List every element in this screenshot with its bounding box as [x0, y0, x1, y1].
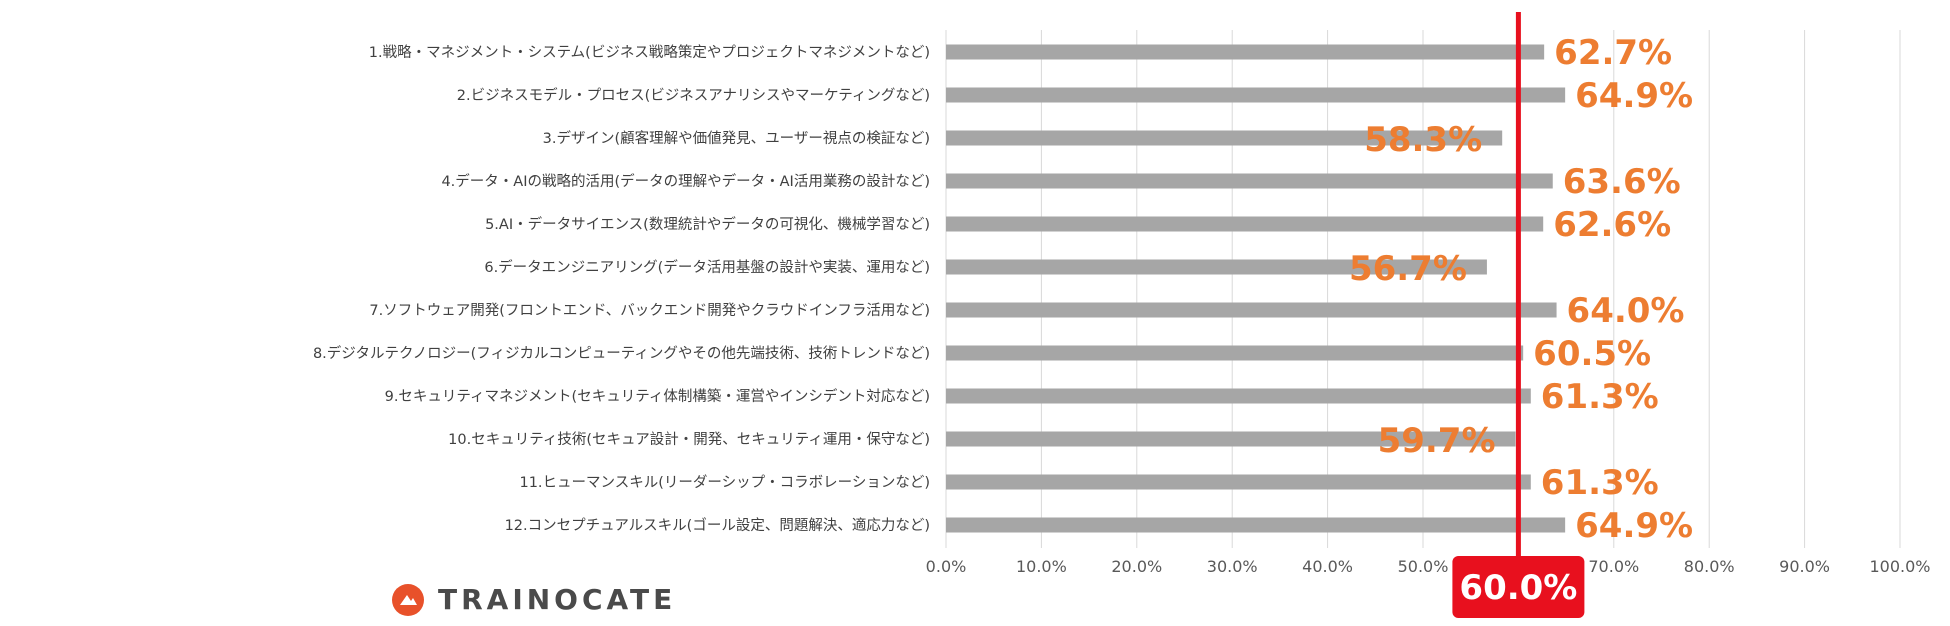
value-label: 62.7% [1554, 33, 1672, 73]
category-label: 4.データ・AIの戦略的活用(データの理解やデータ・AI活用業務の設計など) [441, 172, 930, 190]
category-label: 1.戦略・マネジメント・システム(ビジネス戦略策定やプロジェクトマネジメントなど… [369, 44, 930, 61]
x-tick-label: 30.0% [1207, 557, 1258, 576]
category-label: 11.ヒューマンスキル(リーダーシップ・コラボレーションなど) [519, 474, 930, 491]
bar [946, 345, 1524, 361]
category-label: 2.ビジネスモデル・プロセス(ビジネスアナリシスやマーケティングなど) [457, 86, 930, 104]
value-label: 62.6% [1553, 205, 1671, 245]
value-label: 61.3% [1541, 463, 1659, 503]
x-tick-label: 20.0% [1111, 557, 1162, 576]
logo-mark-icon [392, 583, 424, 616]
bar [946, 431, 1516, 447]
bar [946, 302, 1557, 318]
x-tick-label: 50.0% [1398, 557, 1449, 576]
category-label: 12.コンセプチュアルスキル(ゴール設定、問題解決、適応力など) [505, 516, 930, 534]
value-label: 64.9% [1575, 506, 1693, 546]
bar [946, 388, 1531, 404]
bar [946, 87, 1566, 103]
bar [946, 474, 1531, 490]
category-label: 8.デジタルテクノロジー(フィジカルコンピューティングやその他先端技術、技術トレ… [313, 344, 930, 362]
value-label: 63.6% [1563, 162, 1681, 202]
x-tick-label: 10.0% [1016, 557, 1067, 576]
bar [946, 517, 1566, 533]
logo-text: TRAINOCATE [438, 583, 677, 616]
reference-badge-label: 60.0% [1459, 568, 1577, 608]
value-label: 59.7% [1378, 421, 1496, 461]
reference-badge [1452, 556, 1585, 618]
value-label: 64.0% [1567, 291, 1685, 331]
value-label: 61.3% [1541, 377, 1659, 417]
category-label: 9.セキュリティマネジメント(セキュリティ体制構築・運営やインシデント対応など) [385, 387, 930, 405]
bar [946, 44, 1545, 60]
category-label: 10.セキュリティ技術(セキュア設計・開発、セキュリティ運用・保守など) [448, 431, 930, 448]
trainocate-logo: TRAINOCATE [392, 583, 676, 616]
bar [946, 130, 1503, 146]
category-label: 5.AI・データサイエンス(数理統計やデータの可視化、機械学習など) [485, 215, 930, 233]
bar [946, 173, 1553, 189]
x-tick-label: 0.0% [926, 557, 967, 576]
value-label: 58.3% [1364, 120, 1482, 160]
value-label: 56.7% [1349, 249, 1467, 289]
x-tick-label: 90.0% [1779, 557, 1830, 576]
x-tick-label: 40.0% [1302, 557, 1353, 576]
value-label: 64.9% [1575, 76, 1693, 116]
category-label: 7.ソフトウェア開発(フロントエンド、バックエンド開発やクラウドインフラ活用など… [369, 302, 930, 319]
x-tick-label: 80.0% [1684, 557, 1735, 576]
x-tick-label: 100.0% [1869, 557, 1930, 576]
bar [946, 216, 1544, 232]
bar [946, 259, 1487, 275]
value-label: 60.5% [1533, 334, 1651, 374]
category-label: 6.データエンジニアリング(データ活用基盤の設計や実装、運用など) [484, 258, 930, 276]
x-tick-label: 70.0% [1588, 557, 1639, 576]
category-label: 3.デザイン(顧客理解や価値発見、ユーザー視点の検証など) [543, 129, 930, 147]
